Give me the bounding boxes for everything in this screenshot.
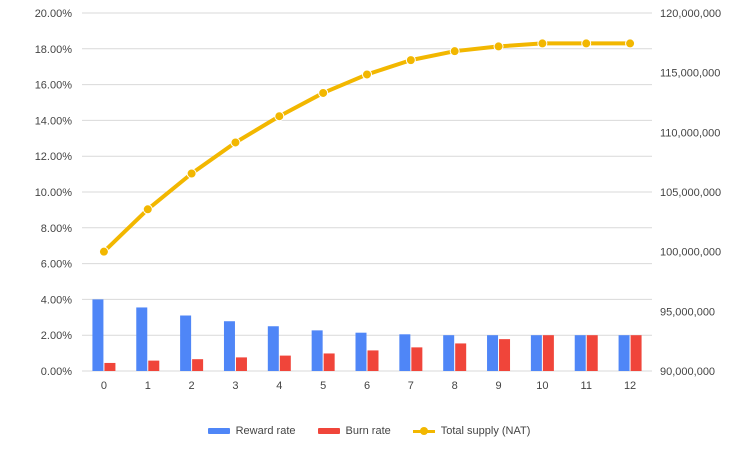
legend-item-reward-rate: Reward rate — [207, 425, 296, 437]
bar-burn-rate — [235, 357, 247, 371]
legend-label-reward-rate: Reward rate — [235, 425, 296, 437]
point-total-supply — [537, 38, 548, 49]
bar-reward-rate — [136, 307, 148, 371]
legend-swatch-burn-rate — [317, 428, 340, 434]
y-left-tick-label: 18.00% — [35, 44, 73, 56]
point-total-supply — [142, 204, 153, 215]
bar-reward-rate — [399, 334, 411, 371]
bar-burn-rate — [586, 335, 598, 371]
legend-swatch-total-supply — [412, 426, 435, 436]
y-right-tick-label: 115,000,000 — [660, 68, 720, 80]
y-left-tick-label: 8.00% — [41, 223, 72, 235]
bar-reward-rate — [443, 335, 455, 371]
bar-reward-rate — [487, 335, 499, 371]
bar-reward-rate — [267, 326, 279, 371]
y-right-tick-label: 95,000,000 — [660, 306, 715, 318]
legend-item-burn-rate: Burn rate — [317, 425, 391, 437]
x-tick-label: 9 — [495, 380, 501, 392]
point-total-supply — [186, 168, 197, 179]
x-tick-label: 3 — [232, 380, 238, 392]
bar-burn-rate — [455, 343, 467, 371]
x-tick-label: 7 — [408, 380, 414, 392]
bar-burn-rate — [367, 350, 379, 371]
bar-reward-rate — [223, 321, 235, 371]
x-tick-label: 10 — [536, 380, 548, 392]
point-total-supply — [449, 46, 460, 57]
bar-reward-rate — [618, 335, 630, 371]
legend-item-total-supply: Total supply (NAT) — [412, 425, 531, 437]
point-total-supply — [493, 41, 504, 52]
legend-swatch-reward-rate — [207, 428, 230, 434]
bar-reward-rate — [180, 315, 192, 371]
x-tick-label: 12 — [624, 380, 636, 392]
y-right-tick-label: 110,000,000 — [660, 127, 720, 139]
bar-burn-rate — [323, 353, 335, 371]
y-right-tick-label: 120,000,000 — [660, 8, 721, 20]
y-left-tick-label: 14.00% — [35, 115, 73, 127]
y-left-tick-label: 2.00% — [41, 330, 72, 342]
x-tick-label: 0 — [101, 380, 107, 392]
point-total-supply — [98, 246, 109, 257]
legend-label-burn-rate: Burn rate — [345, 425, 391, 437]
point-total-supply — [362, 69, 372, 80]
bar-burn-rate — [192, 359, 204, 371]
point-total-supply — [405, 55, 416, 66]
y-right-tick-label: 105,000,000 — [660, 187, 721, 199]
bar-burn-rate — [148, 360, 160, 371]
bar-burn-rate — [542, 335, 554, 371]
x-tick-label: 5 — [320, 380, 326, 392]
y-left-tick-label: 0.00% — [41, 366, 72, 378]
legend: Reward rate Burn rate Total supply (NAT) — [0, 425, 738, 437]
point-total-supply — [230, 137, 241, 148]
x-tick-label: 8 — [452, 380, 458, 392]
bar-burn-rate — [499, 339, 511, 371]
y-left-tick-label: 6.00% — [41, 259, 72, 271]
x-tick-label: 11 — [581, 380, 592, 392]
bar-burn-rate — [279, 355, 291, 371]
bar-burn-rate — [630, 335, 642, 371]
y-right-tick-label: 100,000,000 — [660, 247, 721, 259]
bar-reward-rate — [311, 330, 323, 371]
bar-burn-rate — [104, 362, 116, 371]
point-total-supply — [625, 38, 636, 49]
y-left-tick-label: 10.00% — [35, 187, 73, 199]
x-tick-label: 4 — [276, 380, 282, 392]
bar-reward-rate — [92, 299, 104, 371]
legend-label-total-supply: Total supply (NAT) — [440, 425, 531, 437]
y-left-tick-label: 4.00% — [41, 294, 72, 306]
point-total-supply — [581, 38, 592, 49]
y-left-tick-label: 12.00% — [35, 151, 73, 163]
bar-reward-rate — [530, 335, 542, 371]
point-total-supply — [274, 111, 285, 122]
bar-burn-rate — [411, 347, 423, 371]
point-total-supply — [318, 87, 329, 98]
x-tick-label: 2 — [189, 380, 195, 392]
x-tick-label: 6 — [364, 380, 370, 392]
y-left-tick-label: 16.00% — [35, 80, 73, 92]
x-tick-label: 1 — [145, 380, 151, 392]
bar-reward-rate — [355, 332, 367, 371]
bar-reward-rate — [574, 335, 586, 371]
y-right-tick-label: 90,000,000 — [660, 366, 715, 378]
y-left-tick-label: 20.00% — [35, 8, 73, 20]
